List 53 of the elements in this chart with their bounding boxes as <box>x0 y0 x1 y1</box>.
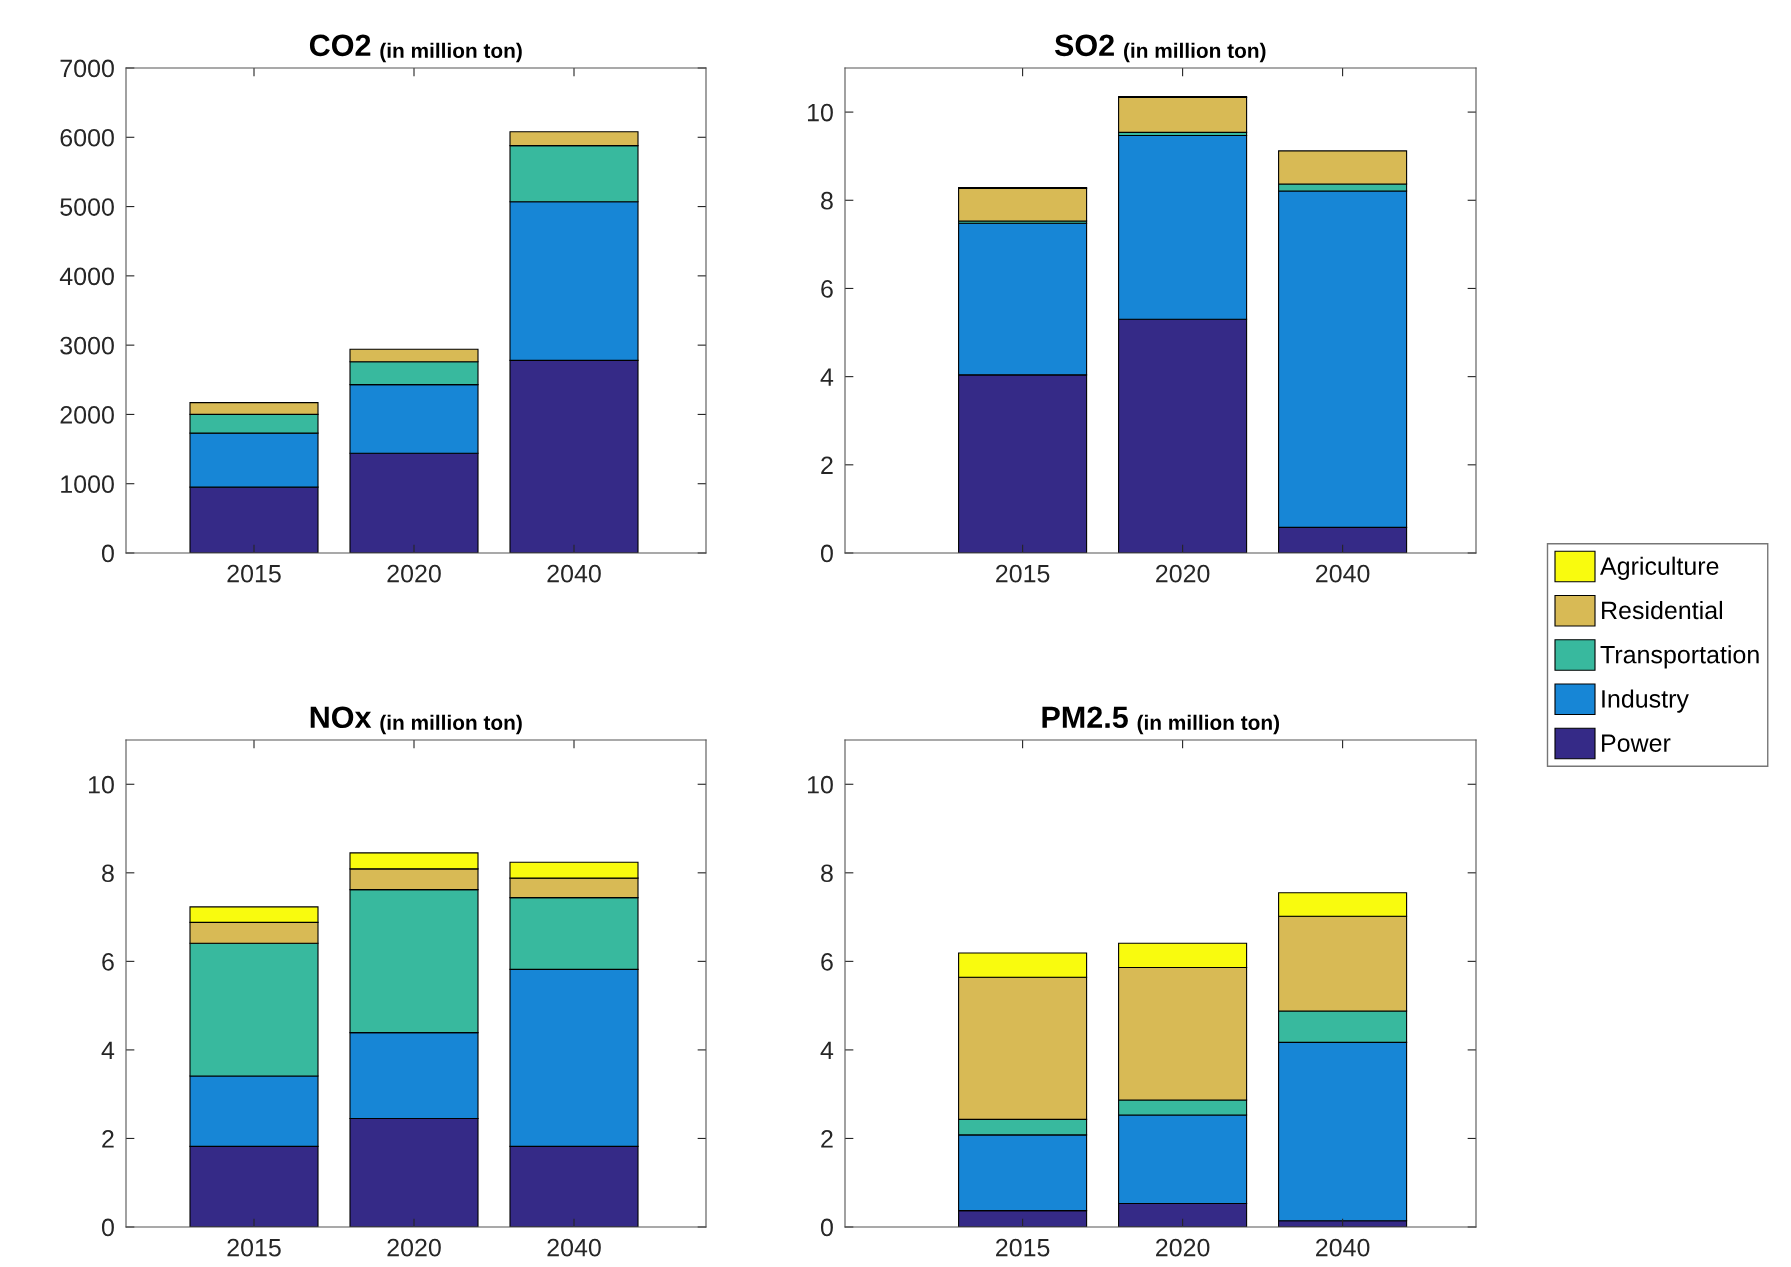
x-tick-label: 2015 <box>227 564 281 583</box>
y-tick-label: 0 <box>820 544 833 563</box>
y-tick-label: 0 <box>101 544 114 563</box>
x-tick-label: 2040 <box>1316 564 1370 583</box>
chart-title: SO2 <box>1054 34 1114 57</box>
y-tick-label: 4 <box>101 1041 115 1059</box>
x-tick-label: 2020 <box>387 564 441 583</box>
y-tick-label: 3000 <box>60 336 114 355</box>
y-tick-label: 4 <box>820 1041 834 1059</box>
chart-title: PM2.5 <box>1042 706 1128 729</box>
x-tick-label: 2040 <box>1316 1238 1370 1257</box>
legend-label: Power <box>1602 734 1671 752</box>
y-tick-label: 2 <box>821 1130 833 1148</box>
x-tick-label: 2020 <box>387 1238 441 1257</box>
x-tick-label: 2020 <box>1156 1238 1210 1257</box>
y-tick-label: 10 <box>807 103 833 122</box>
y-tick-label: 4 <box>820 368 834 386</box>
y-tick-label: 1000 <box>61 475 114 494</box>
x-tick-label: 2015 <box>996 564 1050 583</box>
legend-label: Agriculture <box>1600 556 1719 580</box>
y-tick-label: 10 <box>88 775 114 794</box>
chart-subtitle: (in million ton) <box>1124 42 1266 63</box>
x-tick-label: 2040 <box>547 564 601 583</box>
y-tick-label: 8 <box>821 191 833 210</box>
y-tick-label: 2000 <box>60 406 114 424</box>
y-tick-label: 6 <box>821 280 833 298</box>
y-tick-label: 7000 <box>60 59 114 78</box>
legend-label: Residential <box>1602 600 1723 620</box>
chart-subtitle: (in million ton) <box>380 42 522 63</box>
legend-label: Industry <box>1602 689 1689 713</box>
bar <box>1118 96 1248 133</box>
chart-title: NOx <box>310 706 372 729</box>
y-tick-label: 0 <box>820 1218 833 1237</box>
chart-subtitle: (in million ton) <box>1137 714 1280 735</box>
y-tick-label: 2 <box>102 1130 114 1148</box>
y-tick-label: 5000 <box>60 198 114 216</box>
y-tick-label: 0 <box>101 1218 114 1237</box>
x-tick-label: 2015 <box>227 1238 281 1257</box>
y-tick-label: 10 <box>807 775 833 794</box>
y-tick-label: 6 <box>821 952 833 971</box>
y-tick-label: 8 <box>102 864 114 883</box>
y-tick-label: 4000 <box>59 267 114 286</box>
x-tick-label: 2020 <box>1156 564 1210 583</box>
y-tick-label: 6000 <box>60 128 114 147</box>
x-tick-label: 2040 <box>547 1238 601 1257</box>
chart-title: CO2 <box>309 34 371 57</box>
y-tick-label: 2 <box>821 456 833 474</box>
bar <box>958 187 1088 222</box>
x-tick-label: 2015 <box>996 1238 1050 1257</box>
chart-subtitle: (in million ton) <box>380 714 522 735</box>
legend-label: Transportation <box>1600 645 1759 669</box>
y-tick-label: 6 <box>102 952 114 971</box>
y-tick-label: 8 <box>821 864 833 883</box>
